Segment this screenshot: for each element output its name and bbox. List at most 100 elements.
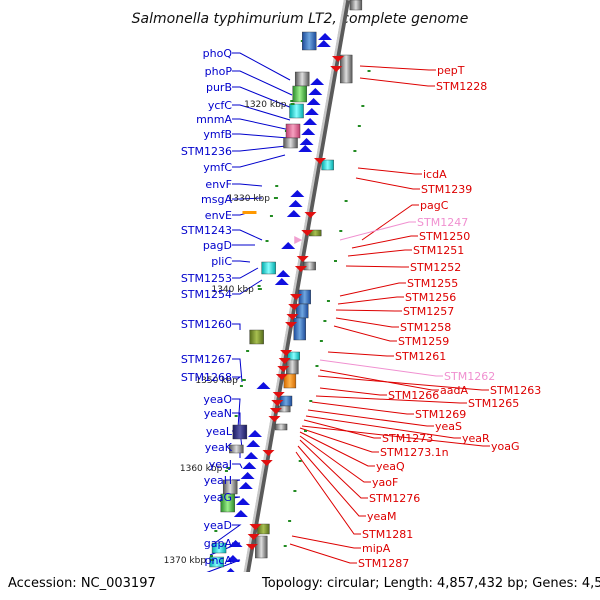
gene-block xyxy=(289,103,304,119)
tick-mark xyxy=(304,430,307,432)
reverse-gene-arrow xyxy=(245,544,258,550)
gene-label: gapA xyxy=(204,537,233,550)
gene-label: pagD xyxy=(203,239,232,252)
label-connector xyxy=(232,376,242,381)
reverse-gene-arrow xyxy=(275,374,288,380)
gene-label: pncA xyxy=(204,554,232,567)
reverse-gene-arrow xyxy=(301,230,314,236)
gene-label: phoP xyxy=(205,65,233,78)
label-connector xyxy=(232,279,263,295)
gene-label: STM1262 xyxy=(444,370,495,383)
label-connector xyxy=(333,325,397,342)
gene-label: yeaM xyxy=(367,510,397,523)
gene-label: yeaH xyxy=(204,474,232,487)
label-connector xyxy=(361,204,419,241)
gene-label: aadA xyxy=(440,384,468,397)
kbp-tick xyxy=(257,288,262,290)
forward-gene-arrow xyxy=(242,462,257,469)
tick-mark xyxy=(257,285,261,287)
label-connector xyxy=(301,425,490,447)
gene-label: mnmA xyxy=(196,113,232,126)
gene-block xyxy=(283,137,298,149)
gene-block xyxy=(255,535,268,559)
gene-label: STM1255 xyxy=(407,277,458,290)
label-connector xyxy=(295,451,361,535)
gene-label: yaoF xyxy=(372,476,398,489)
forward-gene-arrow xyxy=(274,278,289,285)
label-connector xyxy=(335,317,399,328)
forward-gene-arrow xyxy=(318,33,333,40)
label-connector xyxy=(232,104,291,121)
label-connector xyxy=(347,249,412,257)
reverse-gene-arrow xyxy=(304,212,317,218)
gene-block xyxy=(285,123,301,139)
kbp-tick xyxy=(226,467,231,469)
tick-mark xyxy=(224,470,228,472)
label-connector xyxy=(335,309,402,312)
gene-label: ymfB xyxy=(203,128,232,141)
tick-mark xyxy=(275,185,279,187)
gene-label: STM1257 xyxy=(403,305,454,318)
gene-label: icdA xyxy=(423,168,447,181)
tick-mark xyxy=(298,460,302,462)
reverse-gene-arrow xyxy=(332,56,344,62)
label-connector xyxy=(305,415,461,439)
gene-block xyxy=(293,317,306,341)
gene-label: ymfC xyxy=(203,161,232,174)
reverse-gene-arrow xyxy=(249,524,262,530)
gene-label: STM1260 xyxy=(181,318,232,331)
forward-gene-arrow xyxy=(306,98,321,105)
gene-block xyxy=(249,329,264,345)
reverse-gene-arrow xyxy=(272,392,285,398)
gene-block xyxy=(211,542,227,554)
label-connector xyxy=(289,543,357,564)
forward-gene-arrow xyxy=(276,270,291,277)
label-connector xyxy=(232,358,243,383)
backbone-highlight xyxy=(238,0,347,600)
tick-mark xyxy=(234,415,238,417)
reverse-gene-arrow xyxy=(294,266,307,272)
gene-label: yeaO xyxy=(203,393,232,406)
forward-gene-arrow xyxy=(244,452,259,459)
gene-label: STM1263 xyxy=(490,384,541,397)
reverse-gene-arrow xyxy=(280,350,293,356)
label-connector xyxy=(317,375,489,391)
reverse-gene-arrow xyxy=(262,450,275,456)
gene-block xyxy=(232,424,248,440)
gene-block xyxy=(274,423,288,431)
label-connector xyxy=(232,118,291,131)
gene-label: STM1269 xyxy=(415,408,466,421)
forward-gene-arrow xyxy=(281,242,296,249)
label-connector xyxy=(299,435,371,483)
label-connector xyxy=(232,197,263,200)
tick-mark xyxy=(293,490,297,492)
label-connector xyxy=(319,387,387,396)
gene-label: yeaJ xyxy=(209,458,232,471)
forward-gene-arrow xyxy=(316,40,331,47)
tick-mark xyxy=(209,555,213,557)
label-connector xyxy=(232,463,243,469)
gene-label: STM1273 xyxy=(382,432,433,445)
label-connector xyxy=(357,167,422,175)
gene-label: yoaG xyxy=(491,440,520,453)
gene-label: STM1250 xyxy=(419,230,470,243)
gene-features xyxy=(206,0,363,596)
gene-label: STM1259 xyxy=(398,335,449,348)
label-connector xyxy=(232,52,291,81)
reverse-gene-arrow xyxy=(268,416,281,422)
gene-label: STM1267 xyxy=(181,353,232,366)
label-connector xyxy=(307,409,434,427)
reverse-gene-arrow xyxy=(314,158,326,164)
forward-gene-arrow xyxy=(298,145,313,152)
forward-gene-arrow xyxy=(299,138,314,145)
gene-label: msgA xyxy=(201,193,232,206)
gene-block xyxy=(339,54,353,84)
label-connector xyxy=(299,439,368,499)
tick-mark xyxy=(269,215,273,217)
tick-mark xyxy=(290,100,294,102)
forward-gene-arrow xyxy=(228,540,243,547)
forward-gene-arrow xyxy=(233,510,248,517)
gene-block xyxy=(349,0,363,11)
reverse-gene-arrow xyxy=(288,304,301,310)
